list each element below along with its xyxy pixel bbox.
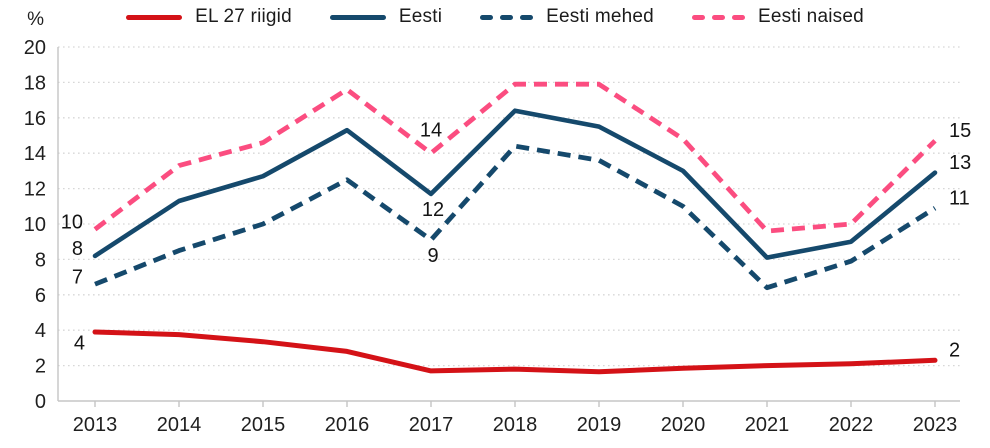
y-axis-unit-label: % bbox=[27, 9, 44, 30]
x-tick-label: 2018 bbox=[493, 414, 538, 436]
x-tick-label: 2021 bbox=[745, 414, 790, 436]
data-label-el27-2023: 2 bbox=[949, 340, 960, 362]
y-tick-label: 14 bbox=[24, 143, 46, 165]
x-tick-label: 2020 bbox=[661, 414, 706, 436]
legend-item-mehed: Eesti mehed bbox=[480, 6, 654, 28]
x-tick-label: 2023 bbox=[913, 414, 958, 436]
x-tick-label: 2017 bbox=[409, 414, 454, 436]
data-label-mehed-2013: 7 bbox=[72, 266, 83, 288]
series-line-el27 bbox=[92, 329, 938, 375]
legend-item-label: Eesti naised bbox=[757, 6, 864, 27]
data-label-naised-2023: 15 bbox=[949, 120, 971, 142]
x-tick-label: 2015 bbox=[241, 414, 286, 436]
data-label-naised-2013: 10 bbox=[61, 212, 83, 234]
y-tick-label: 0 bbox=[35, 391, 46, 413]
y-tick-label: 16 bbox=[24, 108, 46, 130]
series-line-eesti bbox=[92, 108, 938, 260]
x-tick-label: 2014 bbox=[157, 414, 202, 436]
legend-item-label: EL 27 riigid bbox=[195, 6, 292, 27]
data-label-el27-2013: 4 bbox=[74, 332, 85, 354]
data-label-eesti-2013: 8 bbox=[72, 238, 83, 260]
data-label-mehed-2017: 9 bbox=[427, 245, 438, 267]
y-tick-label: 2 bbox=[35, 356, 46, 378]
x-tick-label: 2013 bbox=[73, 414, 118, 436]
x-tick-label: 2019 bbox=[577, 414, 622, 436]
legend-item-el27: EL 27 riigid bbox=[126, 6, 292, 28]
y-tick-label: 6 bbox=[35, 285, 46, 307]
legend-dashed-line-swatch-naised bbox=[691, 14, 745, 20]
data-label-naised-2017: 14 bbox=[420, 119, 442, 141]
data-label-mehed-2023: 11 bbox=[949, 187, 970, 209]
legend: EL 27 riigid Eesti Eesti mehed Eesti naised bbox=[0, 6, 990, 28]
series-line-naised bbox=[93, 81, 937, 234]
y-tick-label: 10 bbox=[24, 214, 46, 236]
legend-solid-line-swatch-eesti bbox=[329, 14, 386, 20]
series-line-mehed bbox=[94, 143, 937, 291]
y-tick-label: 12 bbox=[24, 179, 46, 201]
legend-item-naised: Eesti naised bbox=[691, 6, 864, 28]
y-tick-label: 20 bbox=[24, 37, 46, 59]
legend-item-label: Eesti bbox=[398, 6, 443, 27]
y-tick-label: 18 bbox=[24, 72, 46, 94]
x-tick-label: 2016 bbox=[325, 414, 370, 436]
legend-solid-line-swatch-el27 bbox=[126, 14, 183, 20]
legend-item-label: Eesti mehed bbox=[546, 6, 654, 27]
y-tick-label: 8 bbox=[35, 249, 46, 271]
legend-item-eesti: Eesti bbox=[329, 6, 443, 28]
x-tick-label: 2022 bbox=[829, 414, 874, 436]
data-label-eesti-2023: 13 bbox=[949, 152, 971, 174]
y-tick-label: 4 bbox=[35, 320, 46, 342]
legend-dashed-line-swatch-mehed bbox=[480, 14, 534, 20]
data-label-eesti-2017: 12 bbox=[422, 199, 444, 221]
